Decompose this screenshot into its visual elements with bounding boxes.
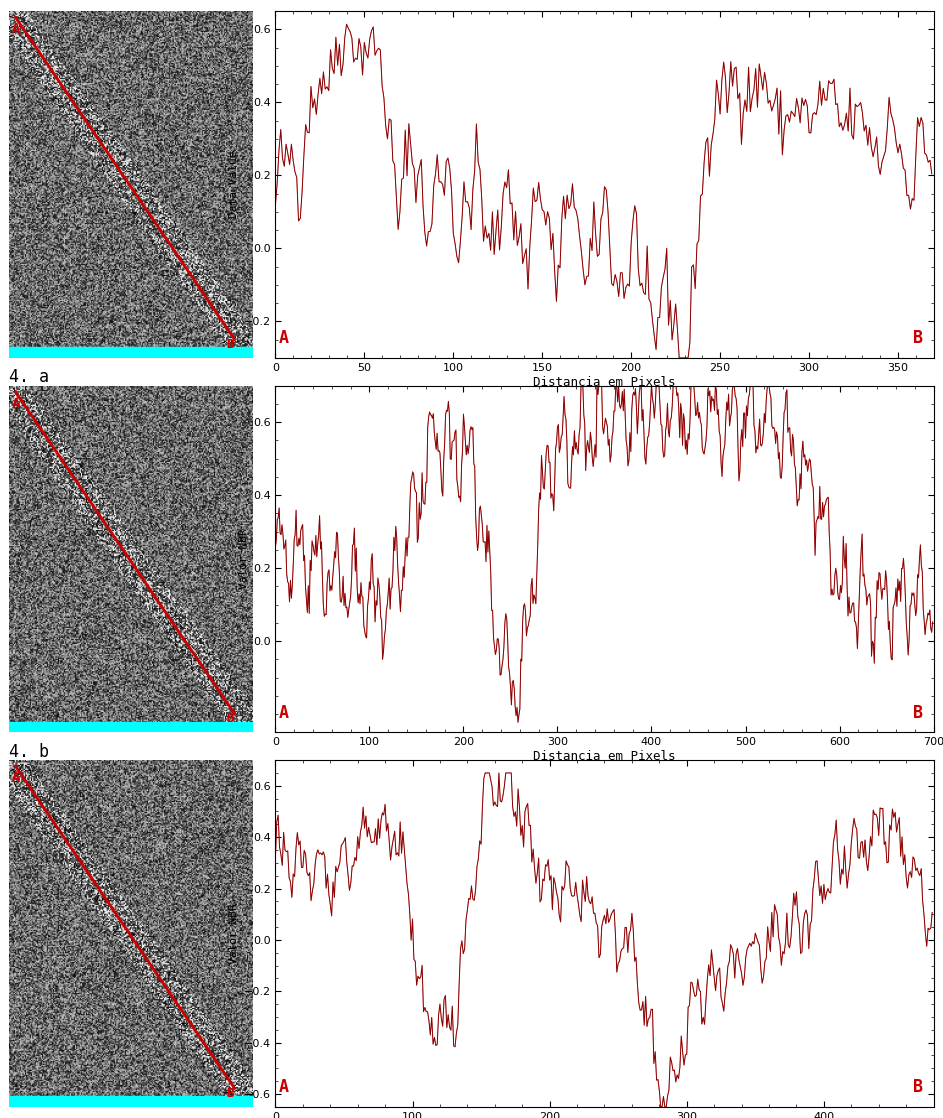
Text: B: B [913, 1079, 922, 1097]
Text: B: B [226, 712, 234, 726]
Text: 4. a: 4. a [9, 369, 49, 387]
Text: A: A [12, 22, 20, 37]
Text: B: B [913, 330, 922, 348]
Bar [9, 722, 253, 732]
X-axis label: Distancia em Pixels: Distancia em Pixels [533, 376, 676, 389]
Text: B: B [226, 338, 234, 351]
Y-axis label: Valor NBR: Valor NBR [229, 903, 240, 964]
Text: A: A [12, 771, 20, 785]
Bar [9, 348, 253, 358]
Text: 4. b: 4. b [9, 743, 49, 761]
Text: A: A [279, 704, 289, 722]
Text: B: B [226, 1087, 234, 1100]
Bar [9, 1097, 253, 1107]
Text: A: A [279, 330, 289, 348]
Y-axis label: Valor NBR: Valor NBR [239, 529, 249, 589]
Y-axis label: Data Value: Data Value [229, 151, 240, 218]
Text: B: B [913, 704, 922, 722]
Text: A: A [12, 397, 20, 411]
X-axis label: Distancia em Pixels: Distancia em Pixels [533, 750, 676, 762]
Text: A: A [279, 1079, 289, 1097]
